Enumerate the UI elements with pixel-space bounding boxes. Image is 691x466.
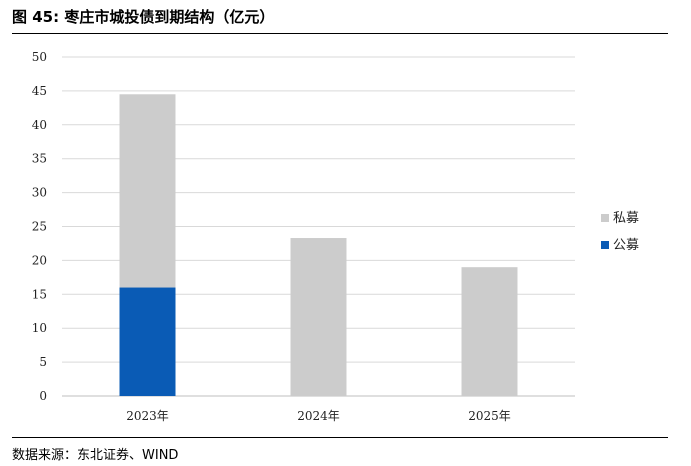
y-tick-label: 20 [32, 253, 47, 267]
y-tick-label: 0 [39, 389, 47, 403]
source-rule [12, 437, 668, 438]
chart-title: 图 45: 枣庄市城投债到期结构（亿元） [12, 8, 275, 26]
legend-swatch [601, 214, 609, 222]
legend-label: 私募 [613, 211, 639, 226]
bar-segment [119, 287, 176, 396]
y-tick-label: 5 [39, 355, 47, 369]
y-axis-ticks: 0 5 10 15 20 25 30 35 40 45 50 [32, 50, 47, 403]
y-tick-label: 45 [32, 84, 47, 98]
x-tick-label: 2024年 [297, 409, 340, 423]
title-rule [12, 33, 668, 34]
bar-segment [461, 267, 518, 396]
y-tick-label: 30 [32, 186, 47, 200]
y-tick-label: 35 [32, 152, 47, 166]
legend-swatch [601, 241, 609, 249]
bar-segment [119, 94, 176, 288]
bar-segment [290, 238, 347, 396]
y-tick-label: 25 [32, 220, 47, 234]
y-tick-label: 40 [32, 118, 47, 132]
legend-label: 公募 [613, 238, 639, 253]
bars [119, 94, 518, 396]
x-axis-ticks: 2023年 2024年 2025年 [126, 409, 511, 423]
y-tick-label: 15 [32, 287, 47, 301]
x-tick-label: 2025年 [468, 409, 511, 423]
x-tick-label: 2023年 [126, 409, 169, 423]
y-tick-label: 50 [32, 50, 47, 64]
y-tick-label: 10 [32, 321, 47, 335]
source-note: 数据来源：东北证券、WIND [12, 448, 179, 463]
